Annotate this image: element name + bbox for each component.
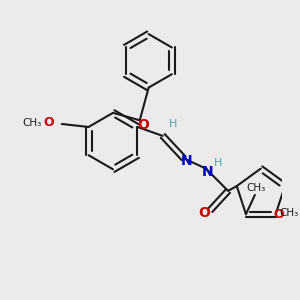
Text: O: O [137, 118, 149, 132]
Text: H: H [214, 158, 222, 168]
Text: N: N [181, 154, 192, 168]
Text: CH₃: CH₃ [280, 208, 299, 218]
Text: N: N [202, 164, 213, 178]
Text: O: O [198, 206, 210, 220]
Text: CH₃: CH₃ [22, 118, 42, 128]
Text: O: O [273, 208, 284, 221]
Text: O: O [43, 116, 54, 129]
Text: H: H [169, 119, 177, 129]
Text: CH₃: CH₃ [247, 182, 266, 193]
